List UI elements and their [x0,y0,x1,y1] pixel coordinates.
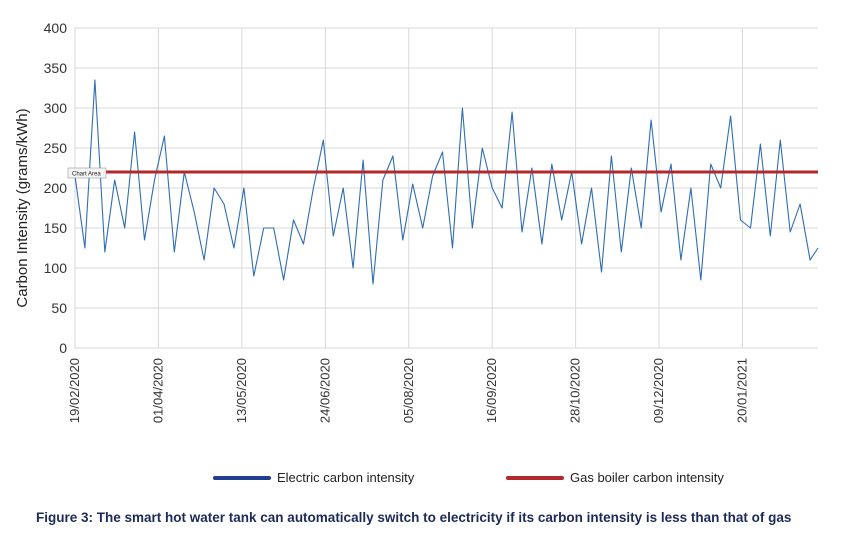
x-tick-label-7: 09/12/2020 [651,358,666,423]
x-axis-ticks: 19/02/2020 01/04/2020 13/05/2020 24/06/2020… [67,358,750,423]
y-tick-label-2: 100 [44,260,68,276]
y-tick-label-1: 50 [51,300,67,316]
y-tick-label-7: 350 [44,60,68,76]
x-tick-label-2: 13/05/2020 [234,358,249,423]
series-group [74,79,819,285]
figure-caption: Figure 3: The smart hot water tank can a… [36,510,792,525]
x-tick-label-6: 28/10/2020 [568,358,583,423]
x-tick-label-4: 05/08/2020 [401,358,416,423]
legend-label-electric: Electric carbon intensity [277,470,415,485]
x-tick-label-1: 01/04/2020 [150,358,165,423]
legend-swatch-electric [213,475,271,480]
chart-area-tooltip-text: Chart Area [72,172,101,178]
x-tick-label-5: 16/09/2020 [484,358,499,423]
y-axis-ticks: 0 50 100 150 200 250 300 350 400 [44,20,68,356]
y-axis-label: Carbon Intensity (grams/kWh) [14,108,31,307]
series-line-electric [74,79,819,285]
y-tick-label-6: 300 [44,100,68,116]
y-tick-label-8: 400 [44,20,68,36]
legend-label-gas: Gas boiler carbon intensity [570,470,724,485]
x-tick-label-3: 24/06/2020 [317,358,332,423]
chart-area-tooltip: Chart Area [67,167,107,179]
legend-item-gas: Gas boiler carbon intensity [506,470,724,485]
chart-svg: 0 50 100 150 200 250 300 350 400 19/02/2020 01/04… [14,20,819,423]
legend-item-electric: Electric carbon intensity [213,470,414,485]
y-tick-label-5: 250 [44,140,68,156]
y-tick-label-4: 200 [44,180,68,196]
y-tick-label-3: 150 [44,220,68,236]
x-tick-label-8: 20/01/2021 [735,358,750,423]
legend-swatch-gas [506,475,564,480]
y-tick-label-0: 0 [59,340,67,356]
x-tick-label-0: 19/02/2020 [67,358,82,423]
legend: Electric carbon intensity Gas boiler car… [0,470,857,490]
